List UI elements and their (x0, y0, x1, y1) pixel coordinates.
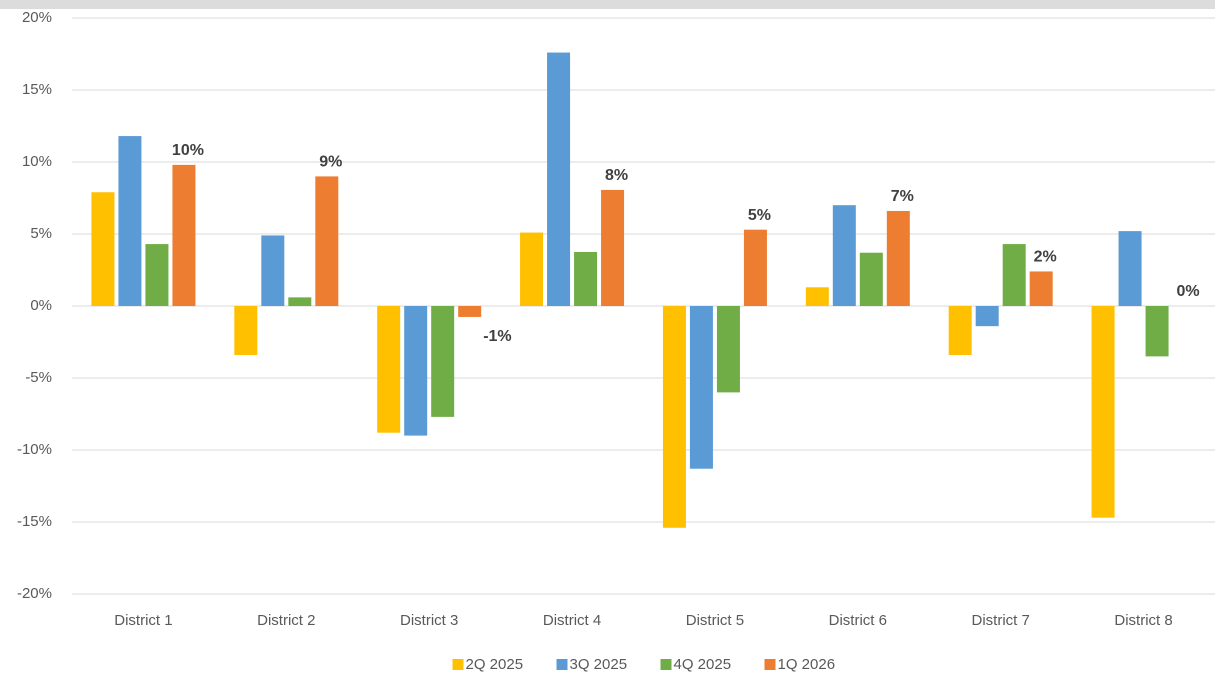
bar (458, 306, 482, 317)
x-tick-label: District 5 (686, 612, 744, 629)
x-tick-label: District 6 (829, 612, 887, 629)
bar (404, 306, 428, 436)
bar (547, 52, 571, 307)
bar (118, 136, 142, 306)
bar (1091, 306, 1115, 518)
bar (948, 306, 972, 355)
bar (975, 306, 999, 327)
bar (886, 210, 910, 306)
y-tick-label: 20% (22, 9, 52, 26)
bar (377, 306, 401, 433)
legend-swatch (764, 659, 776, 670)
bar (743, 229, 767, 306)
bar (805, 287, 829, 306)
data-label: 0% (1177, 283, 1200, 300)
bar (315, 176, 339, 306)
bar (145, 244, 169, 306)
bar (261, 235, 285, 306)
bar (689, 306, 713, 469)
bar (1002, 244, 1026, 306)
data-label: 2% (1034, 249, 1057, 266)
legend-label: 1Q 2026 (778, 656, 836, 673)
x-tick-label: District 7 (972, 612, 1030, 629)
bar (716, 306, 740, 393)
bar (601, 189, 625, 306)
x-tick-label: District 1 (114, 612, 172, 629)
y-tick-label: 10% (22, 153, 52, 170)
x-tick-label: District 8 (1114, 612, 1172, 629)
x-tick-label: District 2 (257, 612, 315, 629)
header-band (0, 0, 1215, 9)
legend-swatch (556, 659, 568, 670)
bar (832, 205, 856, 306)
legend-label: 3Q 2025 (570, 656, 628, 673)
y-tick-label: -5% (25, 369, 52, 386)
y-tick-label: 0% (30, 297, 52, 314)
bar (662, 306, 686, 528)
bar (91, 192, 115, 306)
legend-label: 2Q 2025 (466, 656, 524, 673)
data-label: -1% (483, 328, 511, 345)
legend-label: 4Q 2025 (674, 656, 732, 673)
x-tick-label: District 4 (543, 612, 601, 629)
bar (1029, 271, 1053, 306)
bar (520, 232, 544, 306)
bar (172, 164, 196, 306)
y-tick-label: 5% (30, 225, 52, 242)
bar (859, 252, 883, 306)
data-label: 8% (605, 167, 628, 184)
data-label: 5% (748, 207, 771, 224)
bar (574, 252, 598, 306)
y-tick-label: -20% (17, 585, 52, 602)
bar (431, 306, 455, 417)
bar (1145, 306, 1169, 357)
bar (234, 306, 258, 355)
y-tick-label: -10% (17, 441, 52, 458)
data-label: 7% (891, 188, 914, 205)
legend-swatch (452, 659, 464, 670)
x-tick-label: District 3 (400, 612, 458, 629)
y-tick-label: 15% (22, 81, 52, 98)
legend-swatch (660, 659, 672, 670)
data-label: 10% (172, 142, 204, 159)
y-tick-label: -15% (17, 513, 52, 530)
data-label: 9% (319, 154, 342, 171)
bar (288, 297, 312, 306)
bar (1118, 231, 1142, 306)
